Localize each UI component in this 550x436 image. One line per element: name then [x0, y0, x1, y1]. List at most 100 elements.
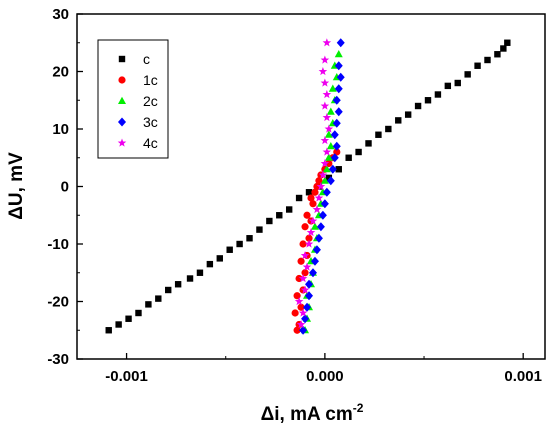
- data-point-3c: [334, 84, 343, 94]
- axis-ticks: [77, 13, 524, 360]
- data-point-1c: [305, 234, 313, 242]
- data-point-c: [385, 125, 392, 133]
- data-point-c: [464, 71, 471, 78]
- data-point-2c: [324, 153, 333, 161]
- legend-item-2c: 2c: [118, 93, 158, 109]
- data-point-c: [196, 269, 204, 276]
- data-point-3c: [305, 279, 314, 289]
- legend-marker-2c: [118, 96, 126, 104]
- legend-label: 1c: [143, 72, 158, 88]
- y-axis-title: ΔU, mV: [6, 152, 27, 220]
- y-tick-label: 0: [61, 179, 69, 196]
- data-point-c: [454, 79, 461, 87]
- y-tick-label: 10: [52, 121, 69, 138]
- data-point-4c: [324, 124, 334, 133]
- data-point-4c: [320, 101, 330, 110]
- data-point-2c: [320, 176, 329, 184]
- data-point-4c: [304, 239, 314, 248]
- data-point-1c: [309, 200, 317, 208]
- data-point-3c: [299, 325, 308, 335]
- data-point-2c: [324, 130, 333, 138]
- data-point-c: [434, 91, 442, 98]
- data-point-c: [155, 295, 162, 302]
- data-point-4c: [318, 67, 328, 76]
- data-point-3c: [310, 256, 319, 266]
- y-tick-label: -10: [47, 236, 69, 253]
- data-point-c: [236, 240, 243, 248]
- data-point-c: [145, 301, 152, 308]
- data-point-3c: [330, 153, 339, 163]
- data-point-2c: [326, 142, 335, 150]
- data-point-3c: [334, 107, 343, 117]
- data-point-4c: [320, 78, 330, 87]
- data-point-4c: [296, 320, 306, 329]
- data-point-c: [115, 321, 122, 328]
- data-point-1c: [299, 240, 307, 248]
- data-point-3c: [326, 176, 335, 186]
- data-point-c: [226, 246, 233, 253]
- data-point-4c: [320, 136, 330, 145]
- data-point-1c: [303, 211, 311, 219]
- data-point-c: [444, 82, 452, 90]
- y-tick-label: 30: [52, 6, 69, 23]
- data-point-c: [174, 281, 182, 288]
- legend: c 1c 2c 3c 4c: [97, 39, 169, 159]
- data-point-4c: [302, 262, 312, 271]
- x-tick-label: 0.001: [504, 368, 542, 385]
- legend-marker-1c: [118, 76, 126, 84]
- legend-item-3c: 3c: [118, 114, 158, 130]
- data-point-c: [404, 111, 412, 118]
- data-point-4c: [322, 90, 332, 99]
- data-point-3c: [303, 302, 312, 312]
- data-point-3c: [334, 61, 343, 71]
- legend-label: 4c: [143, 135, 158, 151]
- data-point-c: [135, 309, 142, 317]
- legend-marker-3c: [118, 117, 126, 127]
- data-point-c: [335, 166, 342, 173]
- data-point-1c: [325, 159, 333, 168]
- data-point-2c: [322, 165, 331, 173]
- data-point-4c: [314, 193, 324, 202]
- data-point-c: [375, 131, 382, 138]
- data-point-3c: [330, 130, 339, 140]
- legend-item-1c: 1c: [118, 72, 158, 88]
- tick-labels: -0.001 0.000 0.001 -30 -20 -10 0 10 20 30: [47, 6, 542, 385]
- data-point-1c: [307, 194, 315, 202]
- data-point-1c: [293, 292, 301, 300]
- legend-label: 2c: [143, 93, 158, 109]
- data-point-c: [305, 189, 313, 196]
- data-point-4c: [298, 274, 308, 283]
- data-point-2c: [328, 84, 337, 92]
- data-point-3c: [336, 38, 345, 48]
- data-point-c: [206, 260, 214, 268]
- legend-marker-4c: [117, 138, 127, 147]
- data-point-c: [266, 217, 273, 225]
- data-point-c: [345, 154, 352, 161]
- data-point-c: [246, 235, 253, 242]
- data-point-c: [424, 97, 432, 104]
- y-tick-label: -30: [47, 351, 69, 368]
- data-point-4c: [322, 38, 332, 47]
- data-point-3c: [318, 210, 327, 220]
- data-point-4c: [306, 228, 316, 237]
- data-point-1c: [301, 269, 309, 277]
- data-point-4c: [294, 297, 304, 306]
- data-point-2c: [334, 50, 343, 58]
- legend-label: 3c: [143, 114, 158, 130]
- data-point-3c: [316, 222, 325, 232]
- data-point-c: [325, 174, 333, 182]
- data-point-1c: [295, 274, 303, 283]
- data-point-3c: [314, 233, 323, 243]
- data-point-c: [504, 39, 511, 46]
- legend-marker-c: [118, 55, 126, 63]
- data-point-3c: [332, 118, 341, 128]
- data-point-c: [105, 327, 112, 334]
- data-point-3c: [336, 72, 345, 82]
- data-point-4c: [322, 113, 332, 122]
- data-point-2c: [326, 107, 335, 115]
- x-tick-label: 0.000: [306, 368, 344, 385]
- data-point-c: [474, 62, 481, 69]
- data-point-4c: [300, 285, 310, 294]
- legend-item-c: c: [118, 51, 150, 67]
